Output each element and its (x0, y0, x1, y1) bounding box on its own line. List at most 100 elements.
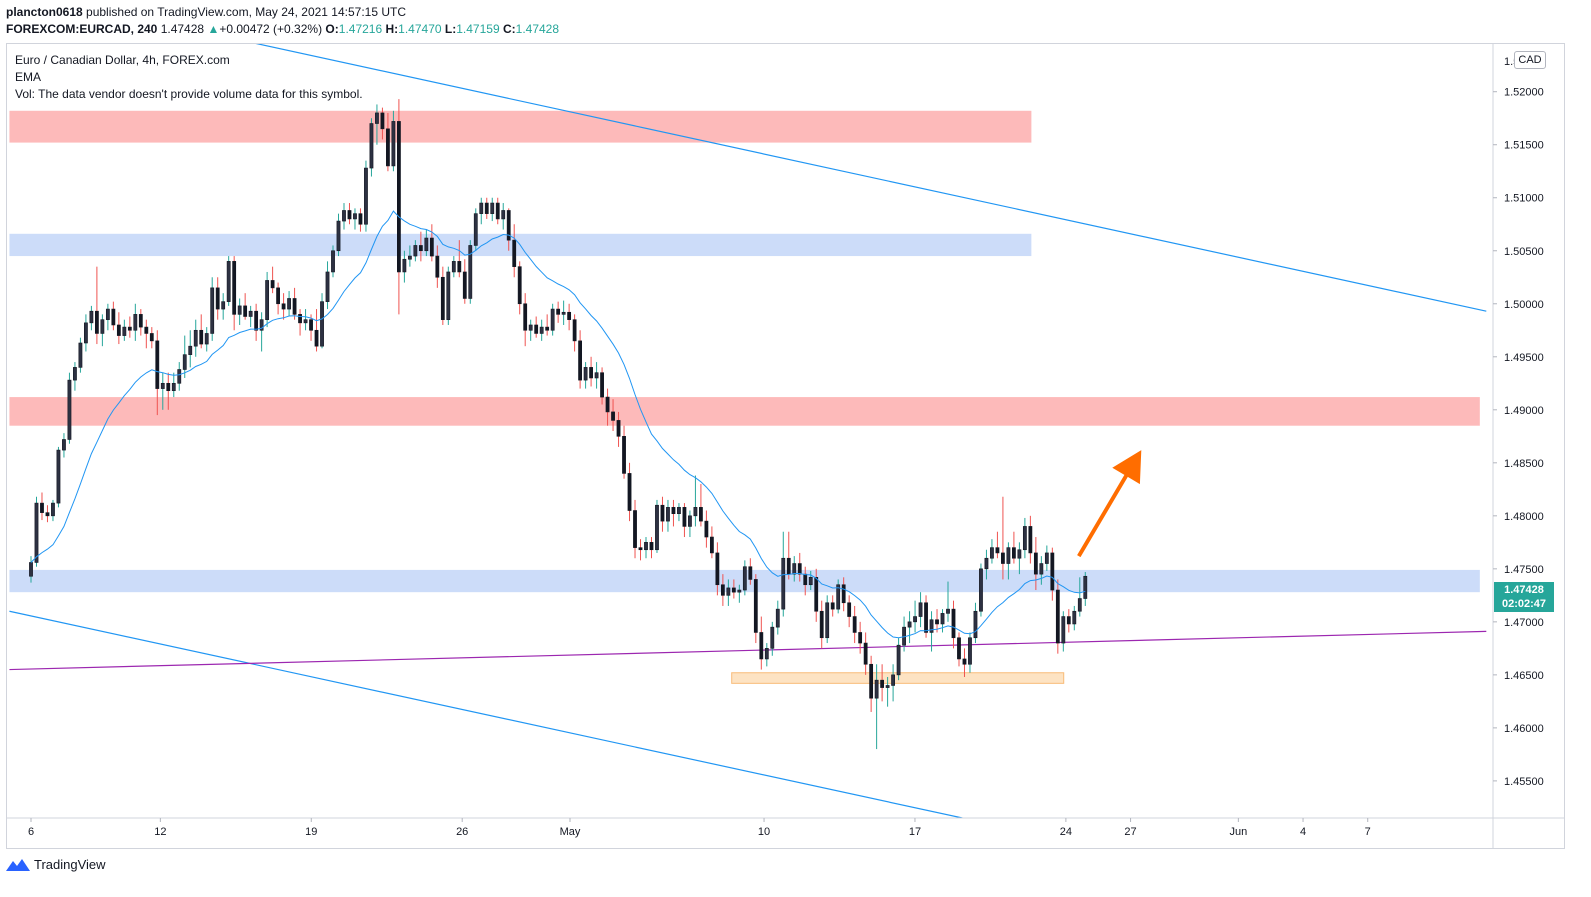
candle-body (127, 326, 132, 331)
candle-body (94, 310, 99, 334)
candle-body (122, 326, 127, 336)
candle-body (331, 250, 335, 273)
candle-body (572, 319, 577, 342)
zone-resistance-upper[interactable] (9, 110, 1032, 143)
candle-body (204, 333, 209, 345)
candle-body (270, 280, 275, 289)
tradingview-logo-icon (6, 858, 30, 871)
close-label: C: (502, 22, 516, 36)
candle-body (484, 202, 489, 214)
candle-body (193, 329, 198, 347)
candle-body (704, 520, 709, 538)
candle-body (649, 542, 654, 551)
tradingview-footer[interactable]: TradingView (6, 857, 106, 872)
candle-body (407, 255, 412, 260)
candle-body (1017, 549, 1022, 559)
bullish-arrow[interactable] (1077, 450, 1142, 558)
high-value: 1.47470 (398, 22, 442, 36)
candle-body (918, 602, 923, 617)
last-price-tag: 1.47428 02:02:47 (1494, 582, 1554, 612)
candle-body (880, 679, 885, 688)
candle-body (869, 663, 874, 699)
currency-button[interactable]: CAD (1514, 51, 1546, 69)
price-tick-label: 1.48000 (1504, 511, 1544, 523)
plot-area (9, 17, 1487, 818)
candle-body (677, 507, 681, 515)
candle-body (133, 314, 138, 331)
candle-body (215, 287, 220, 310)
candle-body (781, 557, 786, 610)
low-value: 1.47159 (456, 22, 500, 36)
candle-body (742, 566, 747, 591)
candle-body (995, 547, 1000, 554)
candle-body (56, 449, 61, 504)
upper-channel-line[interactable] (137, 17, 1487, 312)
candle-body (309, 319, 313, 331)
candle-body (962, 658, 967, 665)
candle-body (913, 616, 917, 623)
candle-body (589, 367, 593, 379)
rising-support-line[interactable] (9, 630, 1487, 671)
candle-body (325, 271, 330, 302)
candle-body (237, 305, 242, 315)
open-value: 1.47216 (338, 22, 383, 36)
price-tick-label: 1.47000 (1504, 617, 1544, 629)
symbol-name[interactable]: FOREXCOM:EURCAD, 240 (6, 22, 158, 36)
time-tick-label: 17 (909, 826, 921, 838)
candle-body (924, 602, 928, 633)
candle-body (671, 507, 676, 515)
candle-body (281, 303, 286, 310)
candle-body (506, 210, 511, 241)
candle-body (418, 245, 423, 252)
candle-body (907, 621, 912, 628)
symbol-quote-bar: FOREXCOM:EURCAD, 240 1.47428 ▲+0.00472 (… (6, 22, 559, 36)
candle-body (1012, 547, 1016, 559)
candle-body (611, 411, 615, 421)
low-label: L: (444, 22, 457, 36)
series-title[interactable]: Euro / Canadian Dollar, 4h, FOREX.com (15, 53, 230, 67)
candle-body (715, 552, 720, 586)
candle-body (1044, 552, 1049, 564)
publisher-name[interactable]: plancton0618 (6, 5, 83, 19)
tradingview-brand: TradingView (34, 857, 106, 872)
price-tick-label: 1.50500 (1504, 246, 1544, 258)
price-tick-label: 1.45500 (1504, 776, 1544, 788)
price-tick-label: 1.46500 (1504, 670, 1544, 682)
candle-body (896, 644, 901, 676)
candle-body (358, 213, 363, 225)
candle-body (578, 340, 583, 381)
candle-body (287, 298, 291, 310)
lower-channel-line[interactable] (9, 610, 963, 818)
candle-body (73, 367, 77, 381)
candle-body (737, 589, 742, 593)
zone-resistance-lower[interactable] (9, 397, 1480, 426)
candle-body (666, 507, 670, 522)
candle-body (775, 608, 780, 628)
candle-body (473, 213, 478, 246)
candle-body (155, 340, 160, 389)
candle-body (561, 311, 566, 315)
bar-countdown: 02:02:47 (1501, 598, 1547, 610)
candle-body (501, 210, 506, 220)
time-tick-label: 24 (1060, 826, 1072, 838)
ema-line (30, 210, 1086, 639)
candle-body (682, 507, 687, 527)
candle-body (457, 261, 462, 273)
candle-body (1028, 526, 1033, 554)
candle-body (226, 261, 231, 302)
candle-body (605, 396, 610, 413)
candle-body (841, 584, 846, 604)
candle-body (808, 577, 813, 586)
candle-body (45, 512, 50, 517)
candle-body (594, 372, 599, 379)
candle-body (397, 121, 401, 273)
ema-indicator-label[interactable]: EMA (15, 70, 42, 84)
candle-body (726, 587, 731, 596)
candle-body (1066, 616, 1071, 625)
candle-body (550, 308, 555, 331)
candle-body (968, 637, 972, 665)
candle-body (770, 626, 775, 649)
candle-body (655, 504, 659, 551)
volume-indicator-label[interactable]: Vol: The data vendor doesn't provide vol… (15, 87, 363, 101)
